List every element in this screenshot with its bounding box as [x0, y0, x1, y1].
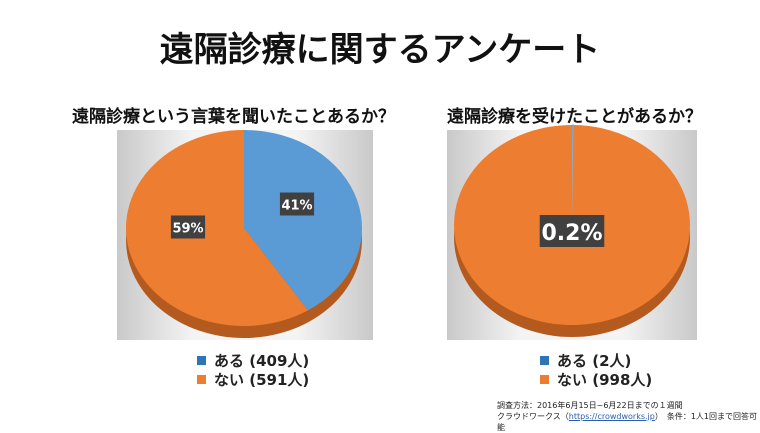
data-label-box: [539, 215, 605, 247]
survey-note: 調査方法：2016年6月15日~6月22日までの１週間 クラウドワークス（htt…: [497, 400, 760, 433]
source-label: クラウドワークス（: [497, 412, 569, 421]
pie-slice-0: [244, 130, 362, 311]
legend-swatch-orange: [197, 375, 206, 384]
legend-item-aru: ある (2人): [540, 352, 652, 371]
chart-2-title: 遠隔診療を受けたことがあるか？: [447, 107, 702, 127]
data-label-box: [279, 192, 315, 216]
data-label: 59%: [172, 222, 203, 237]
pie-slice-1: [125, 130, 308, 326]
legend-item-nai: ない (998人): [540, 371, 652, 390]
data-label: 41%: [281, 199, 312, 214]
legend-label: ない (998人): [557, 371, 653, 389]
legend-label: ない (591人): [214, 371, 310, 389]
source-link[interactable]: https://crowdworks.jp: [568, 412, 655, 421]
legend-swatch-blue: [197, 356, 206, 365]
chart-1-title: 遠隔診療という言葉を聞いたことあるか？: [72, 107, 395, 127]
legend-item-nai: ない (591人): [197, 371, 309, 390]
page-title: 遠隔診療に関するアンケート: [159, 30, 601, 70]
data-label-box: [170, 215, 206, 239]
chart-2-legend: ある (2人) ない (998人): [540, 352, 652, 390]
legend-item-aru: ある (409人): [197, 352, 309, 371]
pie-slice-0: [571, 124, 574, 226]
chart-1-legend: ある (409人) ない (591人): [197, 352, 309, 390]
legend-swatch-blue: [540, 356, 549, 365]
survey-method: 調査方法：2016年6月15日~6月22日までの１週間: [497, 401, 683, 410]
legend-swatch-orange: [540, 375, 549, 384]
legend-label: ある (409人): [214, 352, 310, 370]
legend-label: ある (2人): [557, 352, 632, 370]
data-label: 0.2%: [541, 221, 602, 246]
